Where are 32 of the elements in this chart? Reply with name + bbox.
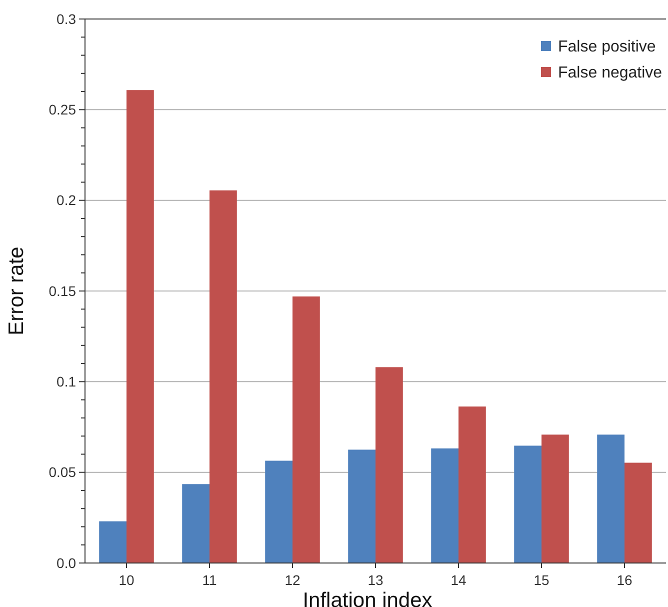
bar — [514, 446, 542, 563]
bar — [182, 484, 210, 563]
x-tick-label: 12 — [284, 572, 300, 588]
y-tick-label: 0.25 — [48, 102, 76, 118]
bar — [624, 462, 652, 563]
bar — [458, 406, 486, 563]
bar — [292, 296, 320, 563]
bar — [348, 450, 376, 563]
legend-label: False positive — [558, 38, 656, 56]
x-tick-label: 11 — [202, 572, 217, 588]
y-tick-label: 0.2 — [56, 192, 76, 208]
x-tick-label: 16 — [616, 572, 632, 588]
legend-label: False negative — [558, 64, 662, 82]
bar — [210, 190, 237, 563]
bar — [431, 448, 458, 563]
x-tick-label: 10 — [118, 572, 134, 588]
y-tick-label: 0.05 — [48, 464, 76, 480]
y-tick-label: 0.1 — [56, 374, 76, 390]
y-axis-title: Error rate — [5, 246, 28, 336]
x-tick-label: 15 — [534, 572, 550, 588]
x-tick-label: 13 — [368, 572, 384, 588]
y-tick-label: 0.15 — [48, 282, 76, 299]
bar — [126, 90, 154, 563]
bar — [542, 434, 569, 563]
y-tick-label: 0.3 — [56, 10, 76, 27]
x-axis-title: Inflation index — [302, 589, 433, 607]
bar — [376, 367, 403, 563]
bar — [99, 521, 126, 563]
y-tick-label: 0.0 — [56, 554, 76, 571]
x-tick-label: 14 — [450, 572, 466, 588]
bar — [265, 460, 292, 563]
bar — [597, 434, 624, 563]
